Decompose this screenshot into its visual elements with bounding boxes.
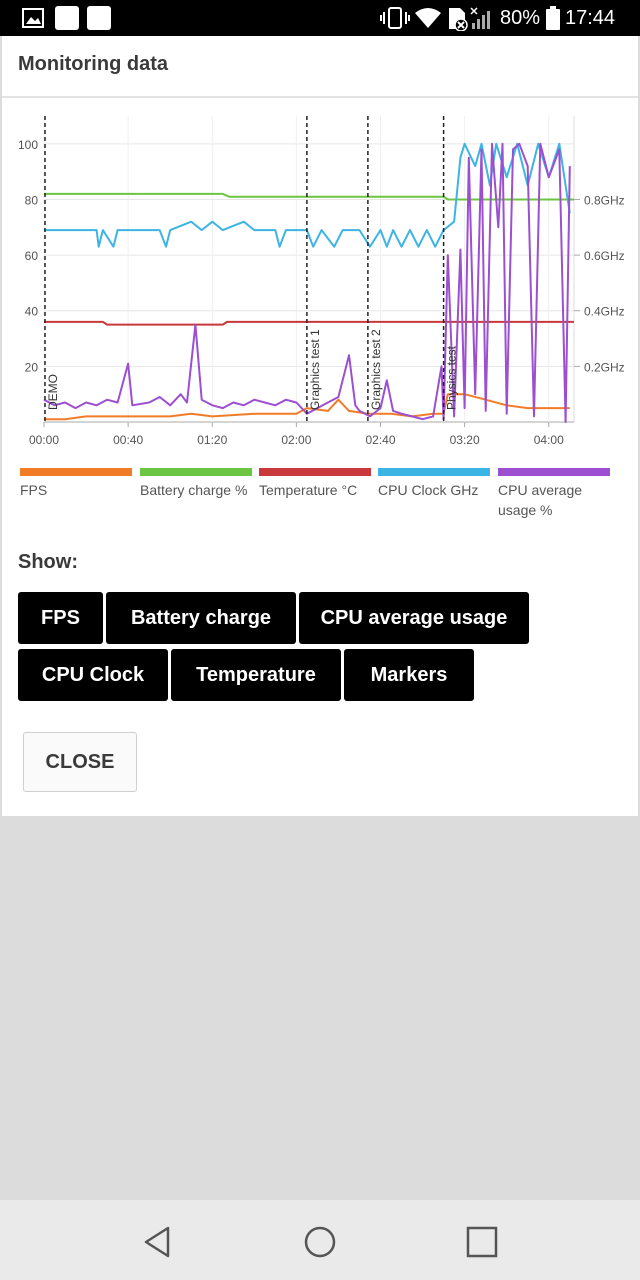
wifi-icon [415,8,441,28]
series-line [43,142,571,423]
legend-swatch [378,468,490,476]
y-tick-label: 20 [25,360,39,374]
legend-swatch [140,468,252,476]
dialog-title: Monitoring data [18,53,168,75]
navigation-bar [0,1200,640,1280]
legend-item: FPS [20,468,140,500]
y-tick-label: 60 [25,249,39,263]
signal-icon [470,7,490,29]
monitoring-chart: 100 80 60 40 20 0.8GHz 0.6GHz 0.4GHz 0.2GHz 00:00… [18,116,625,447]
right-tick-label: 0.8GHz [584,193,625,207]
legend-item: CPU average usage % [498,468,610,520]
x-tick-label: 00:40 [113,433,143,447]
monitoring-dialog: Monitoring data 100 80 60 40 20 0.8GHz 0.6GHz 0… [2,36,638,816]
y-tick-label: 80 [25,193,39,207]
legend-label: Temperature °C [259,482,358,498]
app-icon [55,6,79,30]
title-divider [2,96,638,98]
close-button[interactable]: CLOSE [23,732,137,792]
chart-legend: FPS Battery charge % Temperature °C CPU Clo… [20,468,630,528]
toggle-markers-button[interactable]: Markers [344,649,474,701]
y-tick-label: 40 [25,305,39,319]
battery-icon [546,6,560,30]
toggle-battery-charge-button[interactable]: Battery charge [106,592,296,644]
battery-percent: 80% [500,7,541,29]
x-tick-label: 02:40 [365,433,395,447]
no-sim-icon [449,8,468,31]
x-tick-label: 02:00 [281,433,311,447]
x-tick-label: 03:20 [450,433,480,447]
marker-label: Graphics test 1 [308,329,322,410]
toggle-cpu-clock-button[interactable]: CPU Clock [18,649,168,701]
back-icon[interactable] [138,1222,178,1262]
image-icon [22,8,44,28]
series-line [44,320,574,326]
clock: 17:44 [565,7,616,29]
status-bar: 80% 17:44 [0,0,640,36]
x-tick-label: 00:00 [29,433,59,447]
right-tick-label: 0.4GHz [584,305,625,319]
legend-label: CPU Clock GHz [378,482,479,498]
marker-label: DEMO [46,374,60,410]
y-tick-label: 100 [18,138,38,152]
legend-swatch [259,468,371,476]
legend-label: Battery charge % [140,482,248,498]
x-tick-label: 01:20 [197,433,227,447]
series-line [44,192,574,201]
legend-item: Battery charge % [140,468,260,500]
recents-icon[interactable] [462,1222,502,1262]
legend-item: Temperature °C [259,468,379,500]
right-tick-label: 0.6GHz [584,249,625,263]
show-label: Show: [18,551,78,573]
toggle-cpu-average-usage-button[interactable]: CPU average usage [299,592,529,644]
app-icon [87,6,111,30]
marker-label: Graphics test 2 [369,329,383,410]
toggle-temperature-button[interactable]: Temperature [171,649,341,701]
home-icon[interactable] [300,1222,340,1262]
legend-label: CPU average usage % [498,482,583,518]
legend-swatch [498,468,610,476]
legend-item: CPU Clock GHz [378,468,498,500]
marker-label: Physics test [445,345,459,410]
legend-label: FPS [20,482,48,498]
legend-swatch [20,468,132,476]
vibrate-icon [380,7,410,29]
toggle-fps-button[interactable]: FPS [18,592,103,644]
right-tick-label: 0.2GHz [584,360,625,374]
x-tick-label: 04:00 [534,433,564,447]
